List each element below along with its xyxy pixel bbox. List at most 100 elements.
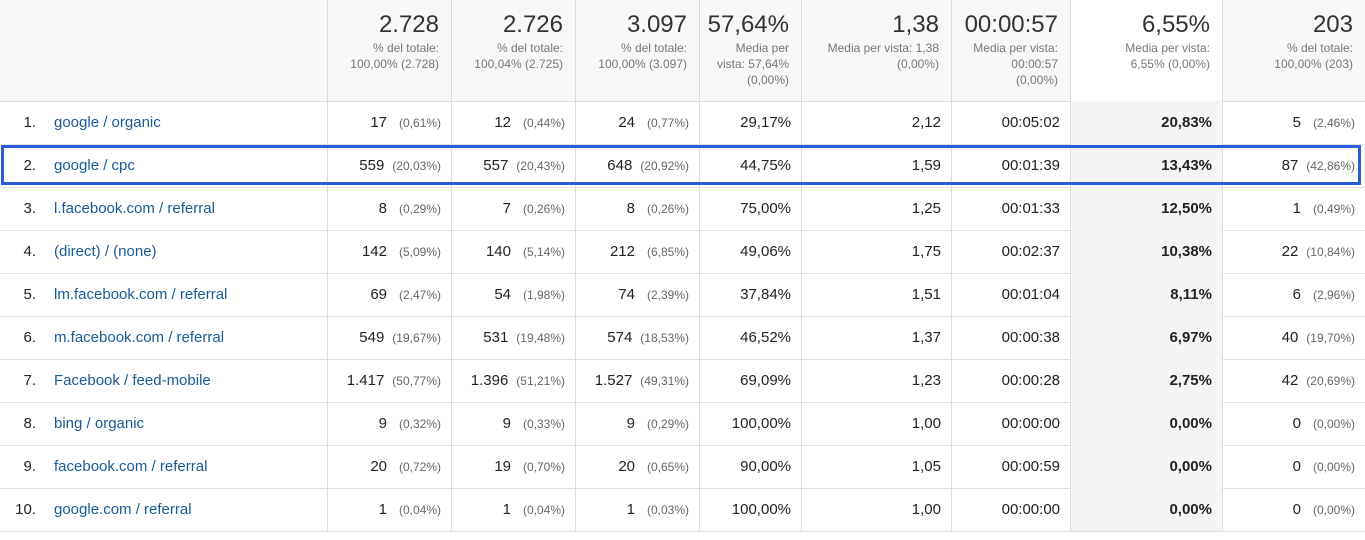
total-pages-per-session: 1,38 Media per vista: 1,38 (0,00%): [801, 0, 951, 101]
metric-value: 1,23: [911, 372, 941, 389]
row-index: 9.: [23, 458, 36, 475]
row-index: 7.: [23, 372, 36, 389]
source-medium-link[interactable]: bing / organic: [54, 415, 145, 432]
metric-value: 557: [483, 157, 509, 174]
metric-value: 75,00%: [740, 200, 791, 217]
metric-percent: (2,39%): [646, 288, 689, 302]
metric-value: 69: [370, 286, 387, 303]
table-row: 6. m.facebook.com / referral 549 (19,67%) 53…: [0, 316, 1365, 360]
metric-value: 140: [485, 243, 511, 260]
metric-cell: 0 (0,00%): [1222, 402, 1365, 445]
metric-cell: 42 (20,69%): [1222, 359, 1365, 402]
metric-value: 46,52%: [740, 329, 791, 346]
metric-value: 90,00%: [740, 458, 791, 475]
metric-value: 00:05:02: [1001, 114, 1060, 131]
metric-cell: 557 (20,43%): [451, 144, 575, 187]
metric-percent: (19,67%): [392, 331, 441, 345]
metric-cell: 0,00%: [1070, 402, 1222, 445]
metric-cell: 9 (0,32%): [327, 402, 451, 445]
metric-value: 44,75%: [740, 157, 791, 174]
metric-value: 12,50%: [1161, 200, 1212, 217]
metric-percent: (18,53%): [640, 331, 689, 345]
source-medium-link[interactable]: (direct) / (none): [54, 243, 157, 260]
metric-value: 9: [502, 415, 511, 432]
source-medium-link[interactable]: google.com / referral: [54, 501, 192, 518]
metric-value: 19: [494, 458, 511, 475]
metric-cell: 0,00%: [1070, 445, 1222, 488]
source-medium-link[interactable]: google / cpc: [54, 157, 135, 174]
source-medium-link[interactable]: google / organic: [54, 114, 161, 131]
source-medium-link[interactable]: lm.facebook.com / referral: [54, 286, 228, 303]
metric-cell: 00:00:00: [951, 402, 1070, 445]
metric-cell: 17 (0,61%): [327, 101, 451, 144]
metric-cell: 1,23: [801, 359, 951, 402]
metric-value: 00:00:38: [1001, 329, 1060, 346]
source-medium-link[interactable]: Facebook / feed-mobile: [54, 372, 211, 389]
metric-value: 9: [378, 415, 387, 432]
source-medium-link[interactable]: l.facebook.com / referral: [54, 200, 215, 217]
metric-value: 100,00%: [731, 415, 791, 432]
dimension-cell: 8. bing / organic: [0, 402, 327, 445]
metric-cell: 1.417 (50,77%): [327, 359, 451, 402]
metric-percent: (1,98%): [522, 288, 565, 302]
metric-cell: 1 (0,49%): [1222, 187, 1365, 230]
metric-value: 00:00:59: [1001, 458, 1060, 475]
metric-cell: 12,50%: [1070, 187, 1222, 230]
metric-value: 2,75%: [1169, 372, 1212, 389]
source-medium-link[interactable]: m.facebook.com / referral: [54, 329, 225, 346]
table-row: 10. google.com / referral 1 (0,04%) 1 (0,04%)…: [0, 488, 1365, 532]
metric-value: 00:00:28: [1001, 372, 1060, 389]
metric-value: 0,00%: [1169, 458, 1212, 475]
source-medium-link[interactable]: facebook.com / referral: [54, 458, 208, 475]
metric-value: 00:02:37: [1001, 243, 1060, 260]
total-sub: % del totale: 100,00% (203): [1274, 41, 1353, 71]
total-value: 203: [1312, 11, 1353, 38]
metric-cell: 9 (0,33%): [451, 402, 575, 445]
total-value: 2.726: [502, 11, 563, 38]
metric-cell: 74 (2,39%): [575, 273, 699, 316]
metric-value: 1: [502, 501, 511, 518]
metric-percent: (0,00%): [1312, 503, 1355, 517]
metric-cell: 1,51: [801, 273, 951, 316]
metric-value: 1,37: [911, 329, 941, 346]
metric-cell: 559 (20,03%): [327, 144, 451, 187]
metric-cell: 44,75%: [699, 144, 801, 187]
metric-percent: (0,32%): [398, 417, 441, 431]
metric-value: 549: [359, 329, 385, 346]
metric-cell: 1 (0,04%): [327, 488, 451, 531]
metric-percent: (0,49%): [1312, 202, 1355, 216]
metric-value: 6: [1292, 286, 1301, 303]
metric-value: 10,38%: [1161, 243, 1212, 260]
metric-value: 1.527: [594, 372, 633, 389]
metric-cell: 1.396 (51,21%): [451, 359, 575, 402]
total-bounce-rate: 57,64% Media per vista: 57,64% (0,00%): [699, 0, 801, 101]
metric-cell: 00:05:02: [951, 101, 1070, 144]
metric-cell: 7 (0,26%): [451, 187, 575, 230]
metric-cell: 1 (0,03%): [575, 488, 699, 531]
metric-cell: 49,06%: [699, 230, 801, 273]
metric-value: 1.417: [346, 372, 385, 389]
metric-percent: (5,09%): [398, 245, 441, 259]
metric-value: 531: [483, 329, 509, 346]
metric-value: 29,17%: [740, 114, 791, 131]
header-dimension-cell: [0, 0, 327, 101]
metric-value: 1,25: [911, 200, 941, 217]
row-index: 6.: [23, 329, 36, 346]
metric-cell: 648 (20,92%): [575, 144, 699, 187]
metric-value: 1.396: [470, 372, 509, 389]
metric-percent: (0,26%): [646, 202, 689, 216]
metric-cell: 1,75: [801, 230, 951, 273]
metric-value: 559: [359, 157, 385, 174]
metric-percent: (0,00%): [1312, 417, 1355, 431]
metric-percent: (10,84%): [1306, 245, 1355, 259]
table-row: 5. lm.facebook.com / referral 69 (2,47%) 54 (…: [0, 273, 1365, 317]
metric-value: 00:01:33: [1001, 200, 1060, 217]
metric-cell: 212 (6,85%): [575, 230, 699, 273]
total-sub: Media per vista: 1,38 (0,00%): [827, 41, 939, 71]
metric-percent: (42,86%): [1306, 159, 1355, 173]
metric-cell: 00:01:33: [951, 187, 1070, 230]
metric-value: 87: [1281, 157, 1299, 174]
metric-cell: 75,00%: [699, 187, 801, 230]
metric-cell: 531 (19,48%): [451, 316, 575, 359]
metric-cell: 100,00%: [699, 402, 801, 445]
